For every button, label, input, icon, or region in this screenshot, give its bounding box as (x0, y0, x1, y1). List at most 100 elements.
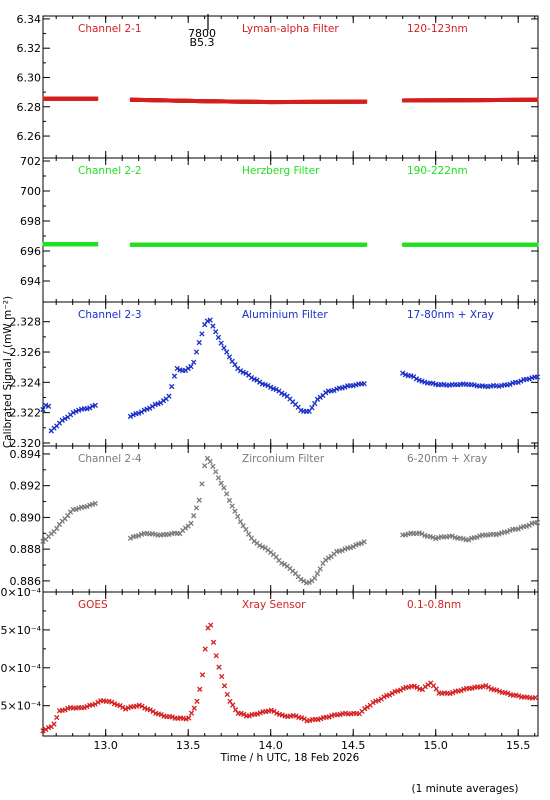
panel-label-3: 120-123nm (407, 23, 468, 35)
data-point (207, 317, 213, 323)
data-point (210, 323, 216, 329)
data-point (193, 349, 200, 355)
data-point (537, 242, 539, 247)
data-point (240, 523, 246, 529)
data-point (186, 715, 192, 721)
data-point (232, 362, 238, 368)
y-tick-label: 8.0×10⁻⁴ (0, 586, 42, 599)
data-point (248, 374, 255, 381)
data-point (92, 402, 98, 409)
panel-label-2: Lyman-alpha Filter (242, 23, 339, 35)
data-point (147, 405, 153, 411)
data-point (229, 503, 235, 509)
data-point (65, 513, 71, 519)
x-tick-label: 14.5 (341, 739, 366, 752)
data-point (169, 714, 175, 720)
data-point (257, 379, 263, 385)
data-point (241, 711, 247, 718)
data-point (361, 539, 367, 545)
data-point (232, 508, 238, 514)
panel-label-1: Channel 2-2 (78, 165, 142, 177)
data-point (130, 412, 136, 418)
data-point (537, 97, 539, 102)
x-tick-label: 14.0 (258, 739, 283, 752)
data-point (526, 376, 532, 382)
data-point (160, 398, 167, 404)
data-point (279, 560, 285, 566)
data-point (117, 703, 123, 709)
data-point (523, 523, 530, 529)
data-point (400, 370, 406, 376)
data-point (370, 699, 376, 706)
data-point (268, 384, 274, 390)
data-point (458, 687, 464, 694)
data-point (210, 639, 217, 645)
data-point (386, 692, 393, 698)
y-tick-label: 0.894 (10, 448, 42, 461)
y-tick-label: 6.34 (17, 13, 42, 26)
data-point (208, 622, 214, 628)
data-point (191, 359, 197, 365)
y-tick-label: 0.886 (10, 575, 42, 588)
panel-frame (42, 301, 539, 447)
data-point (158, 711, 164, 718)
data-point (309, 405, 315, 411)
data-point (194, 698, 200, 704)
data-point (342, 384, 348, 390)
data-point (281, 391, 288, 398)
data-point (413, 376, 420, 382)
panel-label-1: GOES (78, 599, 108, 611)
data-point (150, 708, 156, 715)
x-tick-label: 13.5 (176, 739, 201, 752)
data-point (40, 406, 46, 413)
y-tick-label: 3.5×10⁻⁴ (0, 700, 42, 713)
data-point (226, 497, 233, 504)
x-axis-title: Time / h UTC, 18 Feb 2026 (220, 752, 360, 764)
data-point (84, 503, 90, 510)
data-point (227, 698, 233, 705)
data-point (199, 672, 206, 678)
y-tick-label: 2.328 (10, 316, 42, 329)
data-point (171, 373, 178, 379)
data-point (226, 354, 233, 360)
panel-3: 2.320 2.322 2.324 2.326 2.328 Channel 2-3 Alum… (10, 301, 541, 450)
panel-label-3: 17-80nm + Xray (407, 309, 494, 321)
panel-label-2: Xray Sensor (242, 599, 306, 611)
data-point (213, 653, 219, 659)
data-point (40, 728, 46, 734)
data-point (246, 713, 252, 719)
data-point (183, 716, 189, 722)
y-tick-label: 696 (20, 245, 41, 258)
data-point (298, 576, 304, 583)
data-point (293, 713, 299, 719)
panel-label-2: Aluminium Filter (242, 309, 328, 321)
data-point (411, 683, 417, 689)
data-point (317, 566, 323, 572)
data-point (515, 379, 521, 385)
data-point (433, 686, 439, 692)
data-point (526, 522, 532, 528)
panel-label-1: Channel 2-3 (78, 309, 142, 321)
data-point (507, 381, 513, 388)
data-point (257, 710, 263, 716)
data-point (166, 393, 172, 399)
data-point (207, 458, 213, 465)
data-point (361, 380, 367, 387)
annotation-label-2: B5.3 (189, 36, 214, 49)
data-point (109, 699, 115, 705)
annotation-layer: 7800 B5.3 (188, 14, 216, 49)
y-tick-label: 6.30 (17, 71, 42, 84)
data-point (191, 705, 197, 711)
data-point (515, 526, 521, 532)
y-tick-label: 6.26 (17, 130, 42, 143)
panel-frame (42, 445, 539, 593)
data-point (216, 664, 222, 670)
data-point (532, 694, 538, 701)
panel-label-2: Herzberg Filter (242, 165, 320, 177)
data-point (265, 382, 271, 389)
data-point (358, 540, 365, 546)
data-point (70, 409, 76, 416)
data-point (136, 410, 142, 416)
data-point (202, 646, 208, 652)
y-tick-label: 6.5×10⁻⁴ (0, 624, 42, 637)
